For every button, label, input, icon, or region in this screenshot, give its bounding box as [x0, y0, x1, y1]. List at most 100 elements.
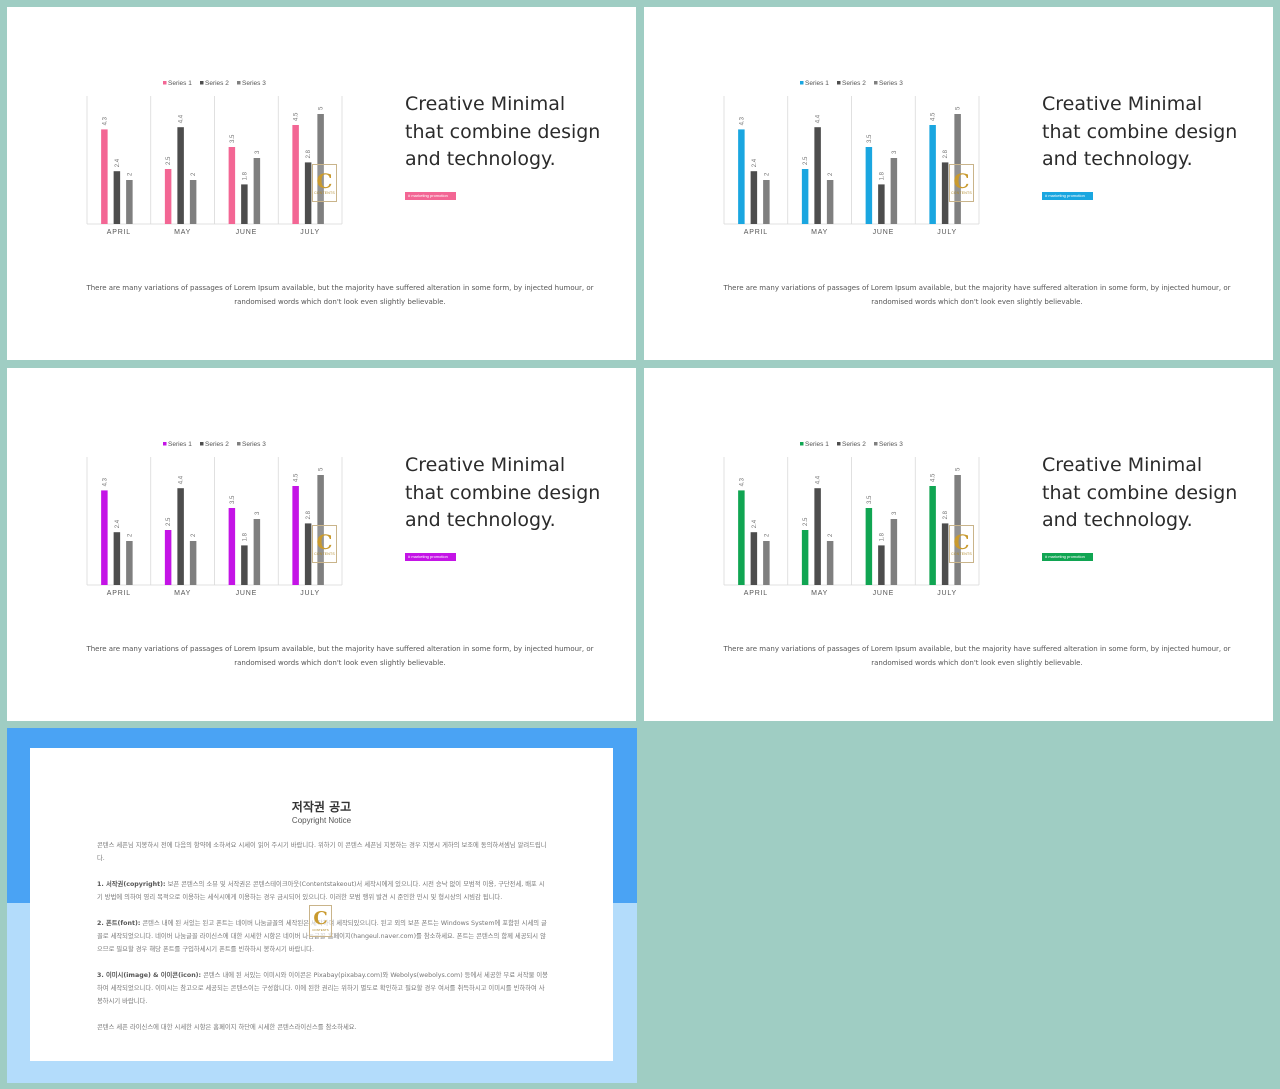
category-label: JUNE	[236, 229, 257, 236]
category-label: JUNE	[873, 229, 894, 236]
data-label: 1.8	[242, 532, 248, 541]
copyright-card: 저작권 공고 Copyright Notice 콘텐스 세픈님 지봉하시 전에 …	[30, 748, 613, 1061]
category-label: MAY	[811, 590, 828, 597]
bar	[253, 158, 261, 224]
legend-swatch	[237, 81, 241, 85]
headline-line: that combine design	[405, 481, 601, 504]
bar	[763, 541, 770, 585]
data-label: 2.4	[115, 158, 121, 167]
data-label: 2	[828, 533, 834, 537]
category-label: JUNE	[873, 590, 894, 597]
slide-headline: Creative Minimal that combine design and t…	[1042, 452, 1272, 535]
bar	[763, 180, 770, 224]
data-label: 2.8	[306, 149, 312, 158]
data-label: 4.3	[739, 116, 745, 125]
data-label: 4.3	[102, 477, 108, 486]
legend-label: Series 1	[168, 441, 192, 448]
bar	[164, 169, 172, 224]
category-label: JUNE	[236, 590, 257, 597]
legend-label: Series 3	[879, 80, 903, 87]
category-label: APRIL	[107, 590, 131, 597]
bar	[113, 171, 121, 224]
copyright-title: 저작권 공고	[291, 800, 352, 814]
data-label: 4.5	[931, 473, 937, 482]
data-label: 2.5	[166, 156, 172, 165]
watermark-letter: C	[313, 908, 328, 929]
watermark-text: CONTENTS	[312, 928, 329, 932]
watermark-letter: C	[316, 169, 333, 193]
legend-label: Series 3	[879, 441, 903, 448]
bar	[954, 114, 961, 224]
bar	[941, 523, 949, 585]
legend-label: Series 2	[842, 441, 866, 448]
bar	[890, 519, 898, 585]
copyright-section-2-label: 2. 폰트(font):	[97, 920, 141, 927]
legend-label: Series 1	[168, 80, 192, 87]
slide-3: Creative Minimal that combine design and t…	[7, 368, 636, 721]
data-label: 2	[127, 172, 133, 176]
legend-swatch	[200, 442, 204, 446]
copyright-outro: 콘텐스 세픈 라이신스에 대한 시세한 시항은 홈페이지 하단에 시세한 콘텐스…	[97, 1024, 357, 1031]
data-label: 2	[828, 172, 834, 176]
bar	[177, 488, 184, 585]
data-label: 4.4	[179, 114, 185, 123]
watermark-text: CONTENTS	[314, 552, 335, 556]
data-label: 2.5	[166, 517, 172, 526]
legend-swatch	[837, 442, 841, 446]
bar	[878, 184, 885, 224]
headline-line: Creative Minimal	[1042, 454, 1203, 476]
legend-swatch	[874, 442, 878, 446]
bar	[292, 125, 299, 224]
watermark-logo: C CONTENTS	[312, 164, 337, 202]
data-label: 3	[892, 511, 898, 515]
category-label: APRIL	[744, 590, 768, 597]
bar-chart: Series 1 Series 2 Series 3 4.3 2.4 2 APRIL 2.5 4…	[86, 441, 343, 597]
bar	[750, 532, 758, 585]
bar	[826, 541, 834, 585]
bar	[101, 129, 108, 224]
watermark-text: CONTENTS	[951, 191, 972, 195]
hashtag-label: # marketing promotion	[405, 192, 456, 200]
data-label: 2	[764, 533, 770, 537]
bar-chart: Series 1 Series 2 Series 3 4.3 2.4 2 APRIL 2.5 4…	[86, 80, 343, 236]
bar	[826, 180, 834, 224]
watermark-logo: C CONTENTS	[949, 164, 974, 202]
headline-line: that combine design	[1042, 120, 1238, 143]
body-text: There are many variations of passages of…	[86, 284, 594, 306]
bar	[750, 171, 758, 224]
data-label: 2	[764, 172, 770, 176]
body-text: There are many variations of passages of…	[723, 645, 1231, 667]
bar	[189, 541, 197, 585]
bar	[241, 184, 248, 224]
data-label: 3.5	[867, 495, 873, 504]
data-label: 2.4	[115, 519, 121, 528]
watermark-letter: C	[953, 169, 970, 193]
copyright-panel: 저작권 공고 Copyright Notice 콘텐스 세픈님 지봉하시 전에 …	[7, 728, 637, 1083]
data-label: 2.4	[752, 519, 758, 528]
data-label: 2	[191, 172, 197, 176]
headline-line: that combine design	[1042, 481, 1238, 504]
headline-line: and technology.	[1042, 509, 1193, 531]
bar	[304, 162, 312, 224]
legend-swatch	[874, 81, 878, 85]
copyright-subtitle: Copyright Notice	[291, 816, 352, 825]
bar	[317, 114, 324, 224]
bar	[865, 147, 873, 224]
bar	[929, 125, 936, 224]
copyright-section-3-label: 3. 이미시(image) & 이이콘(icon):	[97, 972, 202, 979]
category-label: APRIL	[744, 229, 768, 236]
watermark-letter: C	[953, 530, 970, 554]
data-label: 3.5	[867, 134, 873, 143]
bar-chart: Series 1 Series 2 Series 3 4.3 2.4 2 APRIL 2.5 4…	[723, 80, 980, 236]
bar	[189, 180, 197, 224]
slide-2: Creative Minimal that combine design and t…	[644, 7, 1273, 360]
legend-label: Series 1	[805, 441, 829, 448]
category-label: JULY	[937, 590, 957, 597]
data-label: 3.5	[230, 495, 236, 504]
data-label: 4.4	[179, 475, 185, 484]
data-label: 2	[191, 533, 197, 537]
data-label: 4.4	[816, 114, 822, 123]
bar	[126, 180, 133, 224]
bar	[177, 127, 184, 224]
legend-swatch	[163, 442, 167, 446]
